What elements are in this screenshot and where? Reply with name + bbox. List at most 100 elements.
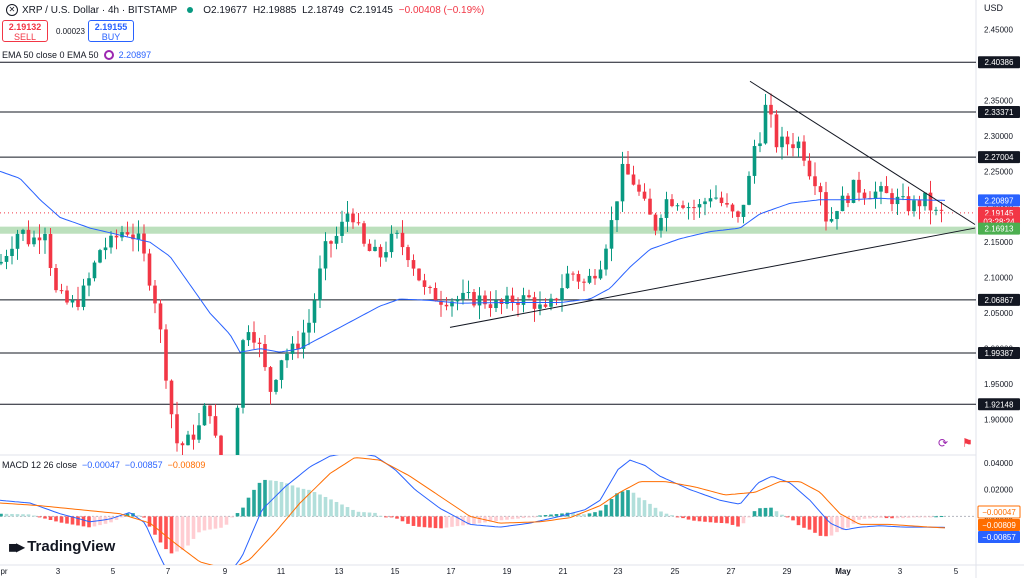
level-label-bg [978,293,1020,306]
candle-body [26,229,31,245]
macd-histogram-bar [455,516,460,527]
buy-button[interactable]: 2.19155 BUY [88,20,134,42]
chart-close-icon[interactable]: ✕ [6,4,18,16]
macd-histogram-bar [10,513,14,517]
candle-body [323,241,328,269]
candle-body [197,425,201,440]
sell-button[interactable]: 2.19132 SELL [2,20,48,42]
macd-histogram-bar [818,516,823,536]
macd-histogram-bar [224,516,229,525]
macd-histogram-bar [329,499,333,517]
macd-histogram-bar [928,516,933,518]
macd-histogram-bar [384,516,388,518]
macd-histogram-bar [252,489,256,517]
candle-body [609,220,614,249]
macd-histogram-bar [824,516,828,537]
high-value: H2.19885 [252,4,297,16]
macd-histogram-bar [659,511,663,517]
candle-body [114,235,119,238]
candle-body [373,246,377,252]
candle-body [769,104,773,115]
macd-value-label-bg [978,531,1020,543]
symbol-title[interactable]: XRP / U.S. Dollar · 4h · BITSTAMP [22,4,178,16]
main-pane [0,61,976,455]
candle-body [180,443,185,446]
macd-signal-value: −0.00857 [124,460,163,470]
candle-body [604,248,608,270]
macd-histogram-bar [626,490,630,517]
macd-legend[interactable]: MACD 12 26 close −0.00047 −0.00857 −0.00… [2,460,205,470]
candle-body [21,229,25,234]
candle-body [340,221,344,236]
ema50-line [0,170,946,353]
candle-body [807,160,812,177]
macd-histogram-bar [846,516,850,528]
candle-body [719,197,724,204]
candle-body [736,211,740,217]
macd-histogram-bar [725,516,729,524]
macd-histogram-bar [26,514,31,517]
macd-histogram-bar [923,516,927,518]
candle-body [4,255,9,262]
ema-legend[interactable]: EMA 50 close 0 EMA 50 2.20897 [2,50,151,60]
macd-histogram-bar [906,516,911,518]
candle-body [626,163,630,175]
macd-histogram-bar [15,514,20,517]
macd-histogram-bar [796,516,801,526]
macd-histogram-bar [373,512,377,517]
level-label-bg [978,346,1020,359]
macd-histogram-bar [499,516,504,521]
candle-body [32,237,36,245]
macd-histogram-bar [191,516,196,539]
candle-body [576,274,581,282]
candle-body [554,298,559,301]
macd-histogram-bar [769,507,773,517]
x-tick-label: 7 [166,567,171,576]
candle-body [466,292,471,294]
candle-body [109,235,113,248]
candle-body [395,232,399,234]
candle-body [829,219,834,222]
candle-body [857,179,861,193]
x-tick-label: 11 [277,567,286,576]
macd-histogram-bar [719,516,724,523]
macd-histogram-bar [263,479,267,517]
macd-histogram-bar [411,516,416,526]
macd-histogram-bar [334,501,339,517]
currency-label[interactable]: USD [984,3,1004,13]
candle-body [818,186,823,193]
ema-visibility-icon[interactable] [103,50,114,60]
candle-body [505,295,509,305]
candle-body [934,209,938,211]
macd-histogram-bar [741,516,746,524]
level-label-bg [978,105,1020,118]
candle-body [125,232,130,235]
level-label: 2.27004 [985,153,1014,162]
macd-histogram-bar [686,516,691,520]
macd-histogram-bar [59,516,64,523]
candle-body [246,332,251,341]
sell-label: SELL [13,32,37,42]
candle-body [307,322,311,333]
candle-body [675,205,680,207]
candle-body [697,204,702,208]
macd-histogram-bar [142,516,146,518]
chart-header: ✕ XRP / U.S. Dollar · 4h · BITSTAMP O2.1… [6,2,487,18]
flag-icon[interactable]: ⚑ [962,436,973,450]
macd-histogram-bar [439,516,443,529]
candle-body [208,405,212,417]
candle-body [428,286,432,289]
x-tick-label: 27 [727,567,736,576]
support-zone [0,226,976,234]
macd-histogram-bar [791,516,795,521]
macd-histogram-bar [0,513,3,517]
candle-body [538,304,542,309]
x-tick-label: 3 [56,567,61,576]
macd-histogram-bar [780,514,784,517]
candle-body [824,192,828,222]
replay-icon[interactable]: ⟳ [938,436,949,450]
candle-body [648,198,652,215]
low-value: L2.18749 [302,4,344,16]
macd-histogram-bar [653,507,658,517]
